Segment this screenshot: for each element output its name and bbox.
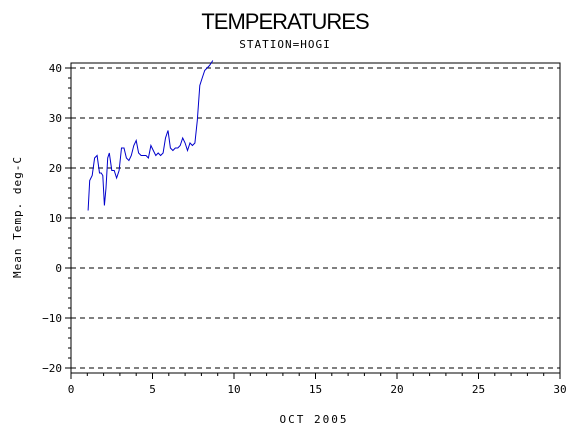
y-axis-label: Mean Temp. deg-C <box>11 156 24 278</box>
x-tick-label: 10 <box>227 383 240 396</box>
x-tick-label: 30 <box>553 383 566 396</box>
y-tick-label: −10 <box>42 312 62 325</box>
y-tick-label: 20 <box>49 162 62 175</box>
chart-subtitle: STATION=HOGI <box>239 38 330 51</box>
axes: −20 −10 0 10 20 30 40 0 5 10 15 20 25 30 <box>42 62 567 396</box>
temperature-series-line <box>87 60 214 211</box>
x-tick-label: 5 <box>149 383 156 396</box>
x-tick-label: 20 <box>390 383 403 396</box>
x-tick-label: 0 <box>68 383 75 396</box>
y-tick-label: 40 <box>49 62 62 75</box>
y-tick-label: −20 <box>42 362 62 375</box>
chart-title: TEMPERATURES <box>201 9 369 34</box>
y-tick-label: 0 <box>55 262 62 275</box>
y-tick-label: 10 <box>49 212 62 225</box>
x-axis-label: OCT 2005 <box>280 413 349 426</box>
gridlines <box>71 67 560 369</box>
x-tick-label: 15 <box>309 383 322 396</box>
series-layer <box>87 60 214 211</box>
x-tick-label: 25 <box>472 383 485 396</box>
y-tick-label: 30 <box>49 112 62 125</box>
